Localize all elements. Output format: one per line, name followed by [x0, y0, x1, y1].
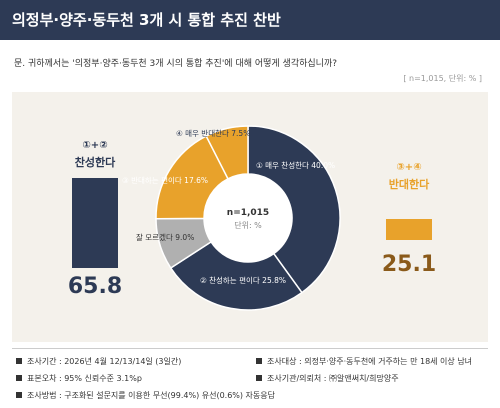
title-bar: 의정부·양주·동두천 3개 시 통합 추진 찬반 — [0, 0, 500, 40]
sample-meta: [ n=1,015, 단위: % ] — [403, 74, 482, 83]
oppose-total: 25.1 — [381, 252, 437, 277]
footer-survey-period: 조사기간 : 2026년 4월 12/13/14일 (3일간) — [16, 356, 181, 367]
oppose-group-code: ③+④ — [396, 162, 422, 173]
page-title: 의정부·양주·동두천 3개 시 통합 추진 찬반 — [12, 11, 281, 29]
footer-organization: 조사기관/의뢰처 : ㈜알앤써치/희망양주 — [256, 373, 399, 384]
support-group-code: ①+② — [82, 140, 108, 151]
footer-survey-target: 조사대상 : 의정부·양주·동두천에 거주하는 만 18세 이상 남녀 — [256, 356, 472, 367]
footer-divider — [12, 348, 488, 349]
survey-question: 문. 귀하께서는 '의정부·양주·동두천 3개 시의 통합 추진'에 대해 어떻… — [14, 59, 338, 69]
footer-margin-error: 표본오차 : 95% 신뢰수준 3.1%p — [16, 373, 142, 384]
support-bar — [72, 177, 118, 268]
oppose-group-label: 반대한다 — [388, 178, 430, 191]
footer-method: 조사방법 : 구조화된 설문지를 이용한 무선(99.4%) 유선(0.6%) … — [16, 390, 275, 401]
support-group-label: 찬성한다 — [74, 156, 116, 169]
oppose-bar — [386, 219, 432, 240]
support-total: 65.8 — [67, 274, 123, 299]
